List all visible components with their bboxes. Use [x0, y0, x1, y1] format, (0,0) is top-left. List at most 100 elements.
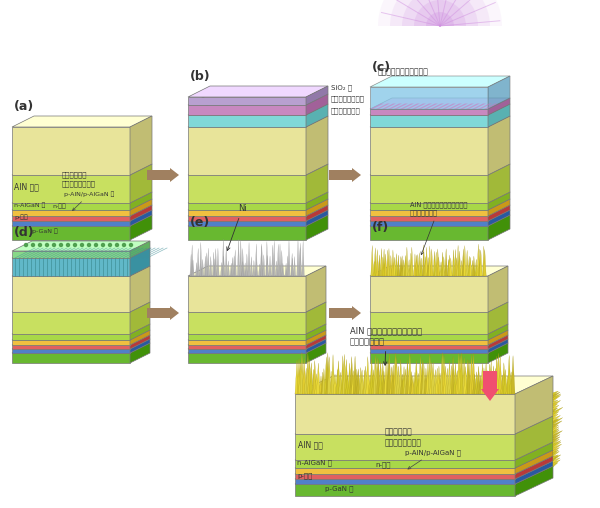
- Polygon shape: [188, 343, 326, 353]
- Polygon shape: [447, 259, 450, 276]
- Polygon shape: [12, 324, 150, 334]
- Polygon shape: [370, 266, 508, 276]
- Polygon shape: [295, 376, 553, 394]
- Polygon shape: [306, 94, 328, 115]
- Polygon shape: [306, 343, 326, 363]
- Polygon shape: [130, 164, 152, 203]
- Polygon shape: [370, 205, 510, 216]
- Polygon shape: [255, 262, 257, 276]
- Polygon shape: [351, 370, 355, 394]
- Polygon shape: [266, 242, 268, 276]
- Polygon shape: [370, 312, 488, 334]
- Polygon shape: [553, 455, 561, 461]
- Polygon shape: [515, 461, 553, 484]
- Polygon shape: [188, 116, 328, 127]
- Polygon shape: [188, 302, 326, 312]
- Polygon shape: [484, 362, 488, 394]
- Polygon shape: [416, 373, 420, 394]
- Polygon shape: [388, 248, 391, 276]
- Polygon shape: [384, 363, 388, 394]
- Polygon shape: [295, 394, 515, 434]
- Polygon shape: [553, 431, 562, 438]
- Polygon shape: [238, 239, 240, 276]
- Polygon shape: [553, 439, 559, 444]
- Polygon shape: [275, 261, 278, 276]
- Polygon shape: [422, 362, 426, 394]
- Polygon shape: [413, 254, 416, 276]
- Polygon shape: [488, 343, 508, 363]
- Polygon shape: [299, 247, 301, 276]
- Polygon shape: [295, 416, 553, 434]
- Polygon shape: [341, 356, 345, 394]
- Polygon shape: [482, 368, 486, 394]
- Polygon shape: [391, 365, 395, 394]
- Polygon shape: [370, 343, 508, 353]
- Polygon shape: [12, 258, 130, 276]
- Polygon shape: [335, 369, 340, 394]
- Polygon shape: [225, 246, 227, 276]
- Polygon shape: [488, 116, 510, 175]
- Polygon shape: [306, 215, 328, 240]
- Polygon shape: [553, 391, 559, 396]
- Wedge shape: [426, 12, 454, 26]
- Polygon shape: [130, 199, 152, 216]
- Polygon shape: [188, 210, 306, 216]
- Polygon shape: [553, 400, 558, 404]
- Polygon shape: [330, 371, 334, 394]
- Polygon shape: [431, 362, 435, 394]
- Polygon shape: [196, 263, 198, 276]
- Polygon shape: [553, 437, 560, 442]
- Polygon shape: [386, 360, 390, 394]
- Polygon shape: [450, 365, 454, 394]
- Polygon shape: [362, 370, 367, 394]
- Polygon shape: [209, 257, 212, 276]
- Polygon shape: [457, 245, 460, 276]
- Polygon shape: [418, 104, 432, 109]
- Polygon shape: [364, 366, 368, 394]
- Polygon shape: [316, 363, 320, 394]
- Polygon shape: [479, 375, 482, 394]
- Polygon shape: [12, 210, 152, 221]
- Polygon shape: [202, 259, 204, 276]
- Polygon shape: [259, 264, 261, 276]
- Polygon shape: [188, 324, 326, 334]
- Polygon shape: [407, 260, 410, 276]
- Polygon shape: [410, 253, 412, 276]
- Polygon shape: [370, 302, 508, 312]
- Circle shape: [59, 243, 62, 246]
- Polygon shape: [188, 216, 306, 221]
- Polygon shape: [212, 252, 215, 276]
- Polygon shape: [12, 205, 152, 216]
- Polygon shape: [433, 369, 437, 394]
- Polygon shape: [130, 192, 152, 210]
- Polygon shape: [506, 376, 510, 394]
- Circle shape: [74, 243, 77, 246]
- Polygon shape: [188, 335, 326, 345]
- Polygon shape: [306, 210, 328, 226]
- Polygon shape: [12, 335, 150, 345]
- Polygon shape: [454, 249, 457, 276]
- Polygon shape: [553, 414, 558, 419]
- Text: AlN 基板: AlN 基板: [14, 182, 39, 191]
- Polygon shape: [455, 370, 459, 394]
- Polygon shape: [200, 242, 202, 276]
- Polygon shape: [310, 363, 313, 394]
- Polygon shape: [406, 247, 409, 276]
- Polygon shape: [200, 264, 202, 276]
- Polygon shape: [386, 250, 389, 276]
- Polygon shape: [130, 116, 152, 175]
- Polygon shape: [452, 249, 455, 276]
- Polygon shape: [306, 104, 328, 127]
- Polygon shape: [553, 444, 562, 451]
- Text: p-GaN 層: p-GaN 層: [32, 229, 58, 234]
- Polygon shape: [223, 256, 225, 276]
- Polygon shape: [488, 192, 510, 210]
- Polygon shape: [12, 266, 150, 276]
- Polygon shape: [331, 355, 335, 394]
- Polygon shape: [481, 363, 484, 394]
- Polygon shape: [130, 248, 150, 276]
- Text: AlN 基板: AlN 基板: [298, 440, 323, 449]
- Polygon shape: [509, 372, 513, 394]
- Polygon shape: [12, 302, 150, 312]
- Wedge shape: [390, 0, 490, 26]
